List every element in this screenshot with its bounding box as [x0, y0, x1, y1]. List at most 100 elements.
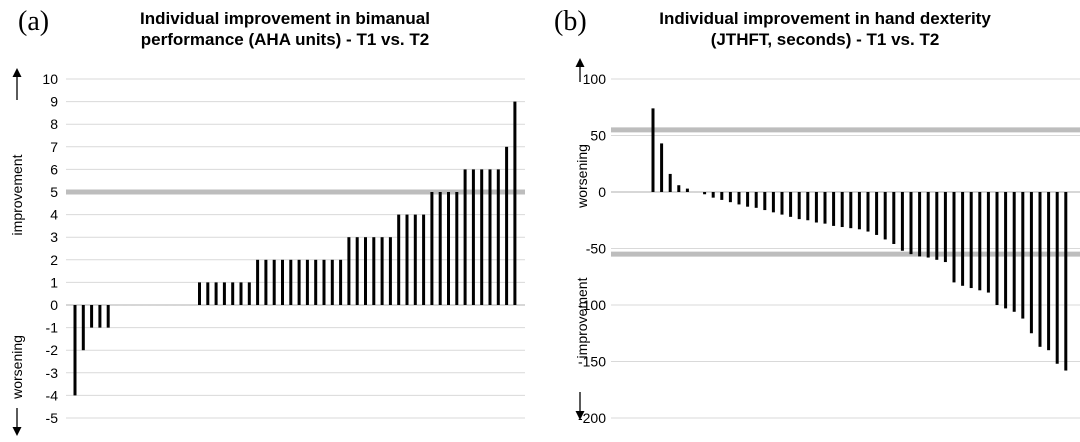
bar	[754, 192, 758, 208]
bar	[305, 259, 309, 305]
y-tick-label: -4	[46, 387, 59, 403]
y-tick-label: 4	[50, 207, 58, 223]
bar	[943, 192, 947, 263]
y-tick-label: -200	[578, 410, 606, 426]
y-tick-label: 50	[590, 128, 606, 144]
bar	[651, 108, 655, 192]
chart-panel-a: (a) Individual improvement in bimanual p…	[9, 6, 525, 436]
bar	[806, 192, 810, 221]
chart-title-b-line-1: Individual improvement in hand dexterity	[659, 9, 991, 28]
bar	[322, 259, 326, 305]
chart-title-a-line-1: Individual improvement in bimanual	[140, 9, 430, 28]
bar	[832, 192, 836, 226]
side-label-lower: worsening	[9, 335, 25, 400]
bar	[247, 282, 251, 305]
chart-a-plot: 109876543210-1-2-3-4-5improvementworseni…	[9, 68, 525, 436]
bar	[364, 237, 367, 305]
bar	[892, 192, 896, 244]
panel-letter-b: (b)	[554, 6, 587, 37]
y-tick-label: -2	[46, 342, 59, 358]
bar	[380, 237, 384, 305]
bar	[969, 192, 973, 289]
bar	[660, 143, 664, 192]
bar	[952, 192, 956, 283]
bar	[488, 169, 492, 305]
y-tick-label: -3	[46, 365, 59, 381]
chart-panel-b: (b) Individual improvement in hand dexte…	[540, 0, 1080, 442]
bar	[231, 282, 235, 305]
bar	[471, 169, 475, 305]
bar	[780, 192, 784, 215]
y-tick-label: 8	[50, 116, 58, 132]
chart-b-plot: 100 50 0 -50 -100 -150 -200 worsening improvemen…	[574, 58, 1080, 426]
up-arrow-icon	[12, 68, 22, 77]
bar	[239, 282, 243, 305]
bar	[256, 259, 260, 305]
bar	[339, 259, 343, 305]
bar	[909, 192, 913, 255]
bar	[840, 192, 844, 228]
bar	[961, 192, 965, 286]
bar	[330, 259, 334, 305]
bar	[823, 192, 827, 224]
bar	[1021, 192, 1025, 319]
bar	[1064, 192, 1068, 371]
bar	[935, 192, 939, 260]
y-tick-label: 1	[50, 274, 58, 290]
y-tick-label: 5	[50, 184, 58, 200]
bar	[995, 192, 999, 305]
bar	[789, 192, 793, 217]
bar	[1055, 192, 1059, 364]
bar	[978, 192, 982, 291]
bar	[883, 192, 887, 240]
bar	[222, 282, 226, 305]
bar	[422, 214, 426, 305]
bar	[763, 192, 767, 211]
panel-letter-a: (a)	[18, 6, 50, 37]
bar	[272, 259, 276, 305]
bar	[1038, 192, 1042, 347]
y-tick-label: -150	[578, 354, 606, 370]
bar	[857, 192, 861, 230]
y-tick-label: -50	[586, 241, 606, 257]
bar	[1004, 192, 1008, 309]
bar	[98, 305, 102, 328]
bar	[1047, 192, 1051, 351]
bar	[986, 192, 990, 293]
bar	[505, 146, 509, 305]
side-label-upper: improvement	[9, 154, 25, 235]
bar	[297, 259, 301, 305]
bar	[214, 282, 218, 305]
y-tick-label: 2	[50, 252, 58, 268]
bar	[918, 192, 922, 257]
y-tick-label: -1	[46, 320, 59, 336]
bar	[81, 305, 85, 351]
bar	[289, 259, 293, 305]
y-tick-label: 7	[50, 139, 58, 155]
bar	[463, 169, 467, 305]
y-tick-label: 9	[50, 94, 58, 110]
y-tick-label: 100	[583, 71, 607, 87]
bar	[797, 192, 801, 220]
bar	[1012, 192, 1016, 312]
bar	[372, 237, 376, 305]
bar	[513, 101, 517, 305]
chart-title-a-line-2: performance (AHA units) - T1 vs. T2	[140, 30, 430, 49]
bar	[668, 173, 672, 192]
side-label-upper: worsening	[574, 144, 590, 209]
down-arrow-icon	[575, 411, 585, 420]
bar	[397, 214, 401, 305]
side-label-lower: improvement	[574, 277, 590, 358]
bar	[496, 169, 500, 305]
bar	[728, 192, 732, 203]
bar	[198, 282, 201, 305]
chart-title-a: Individual improvement in bimanual perfo…	[70, 8, 500, 50]
bar	[480, 169, 484, 305]
bar	[438, 192, 442, 305]
bar	[926, 192, 930, 258]
bar	[413, 214, 417, 305]
bar	[771, 192, 775, 213]
bar	[314, 259, 318, 305]
bar	[430, 192, 434, 305]
bar	[447, 192, 450, 305]
